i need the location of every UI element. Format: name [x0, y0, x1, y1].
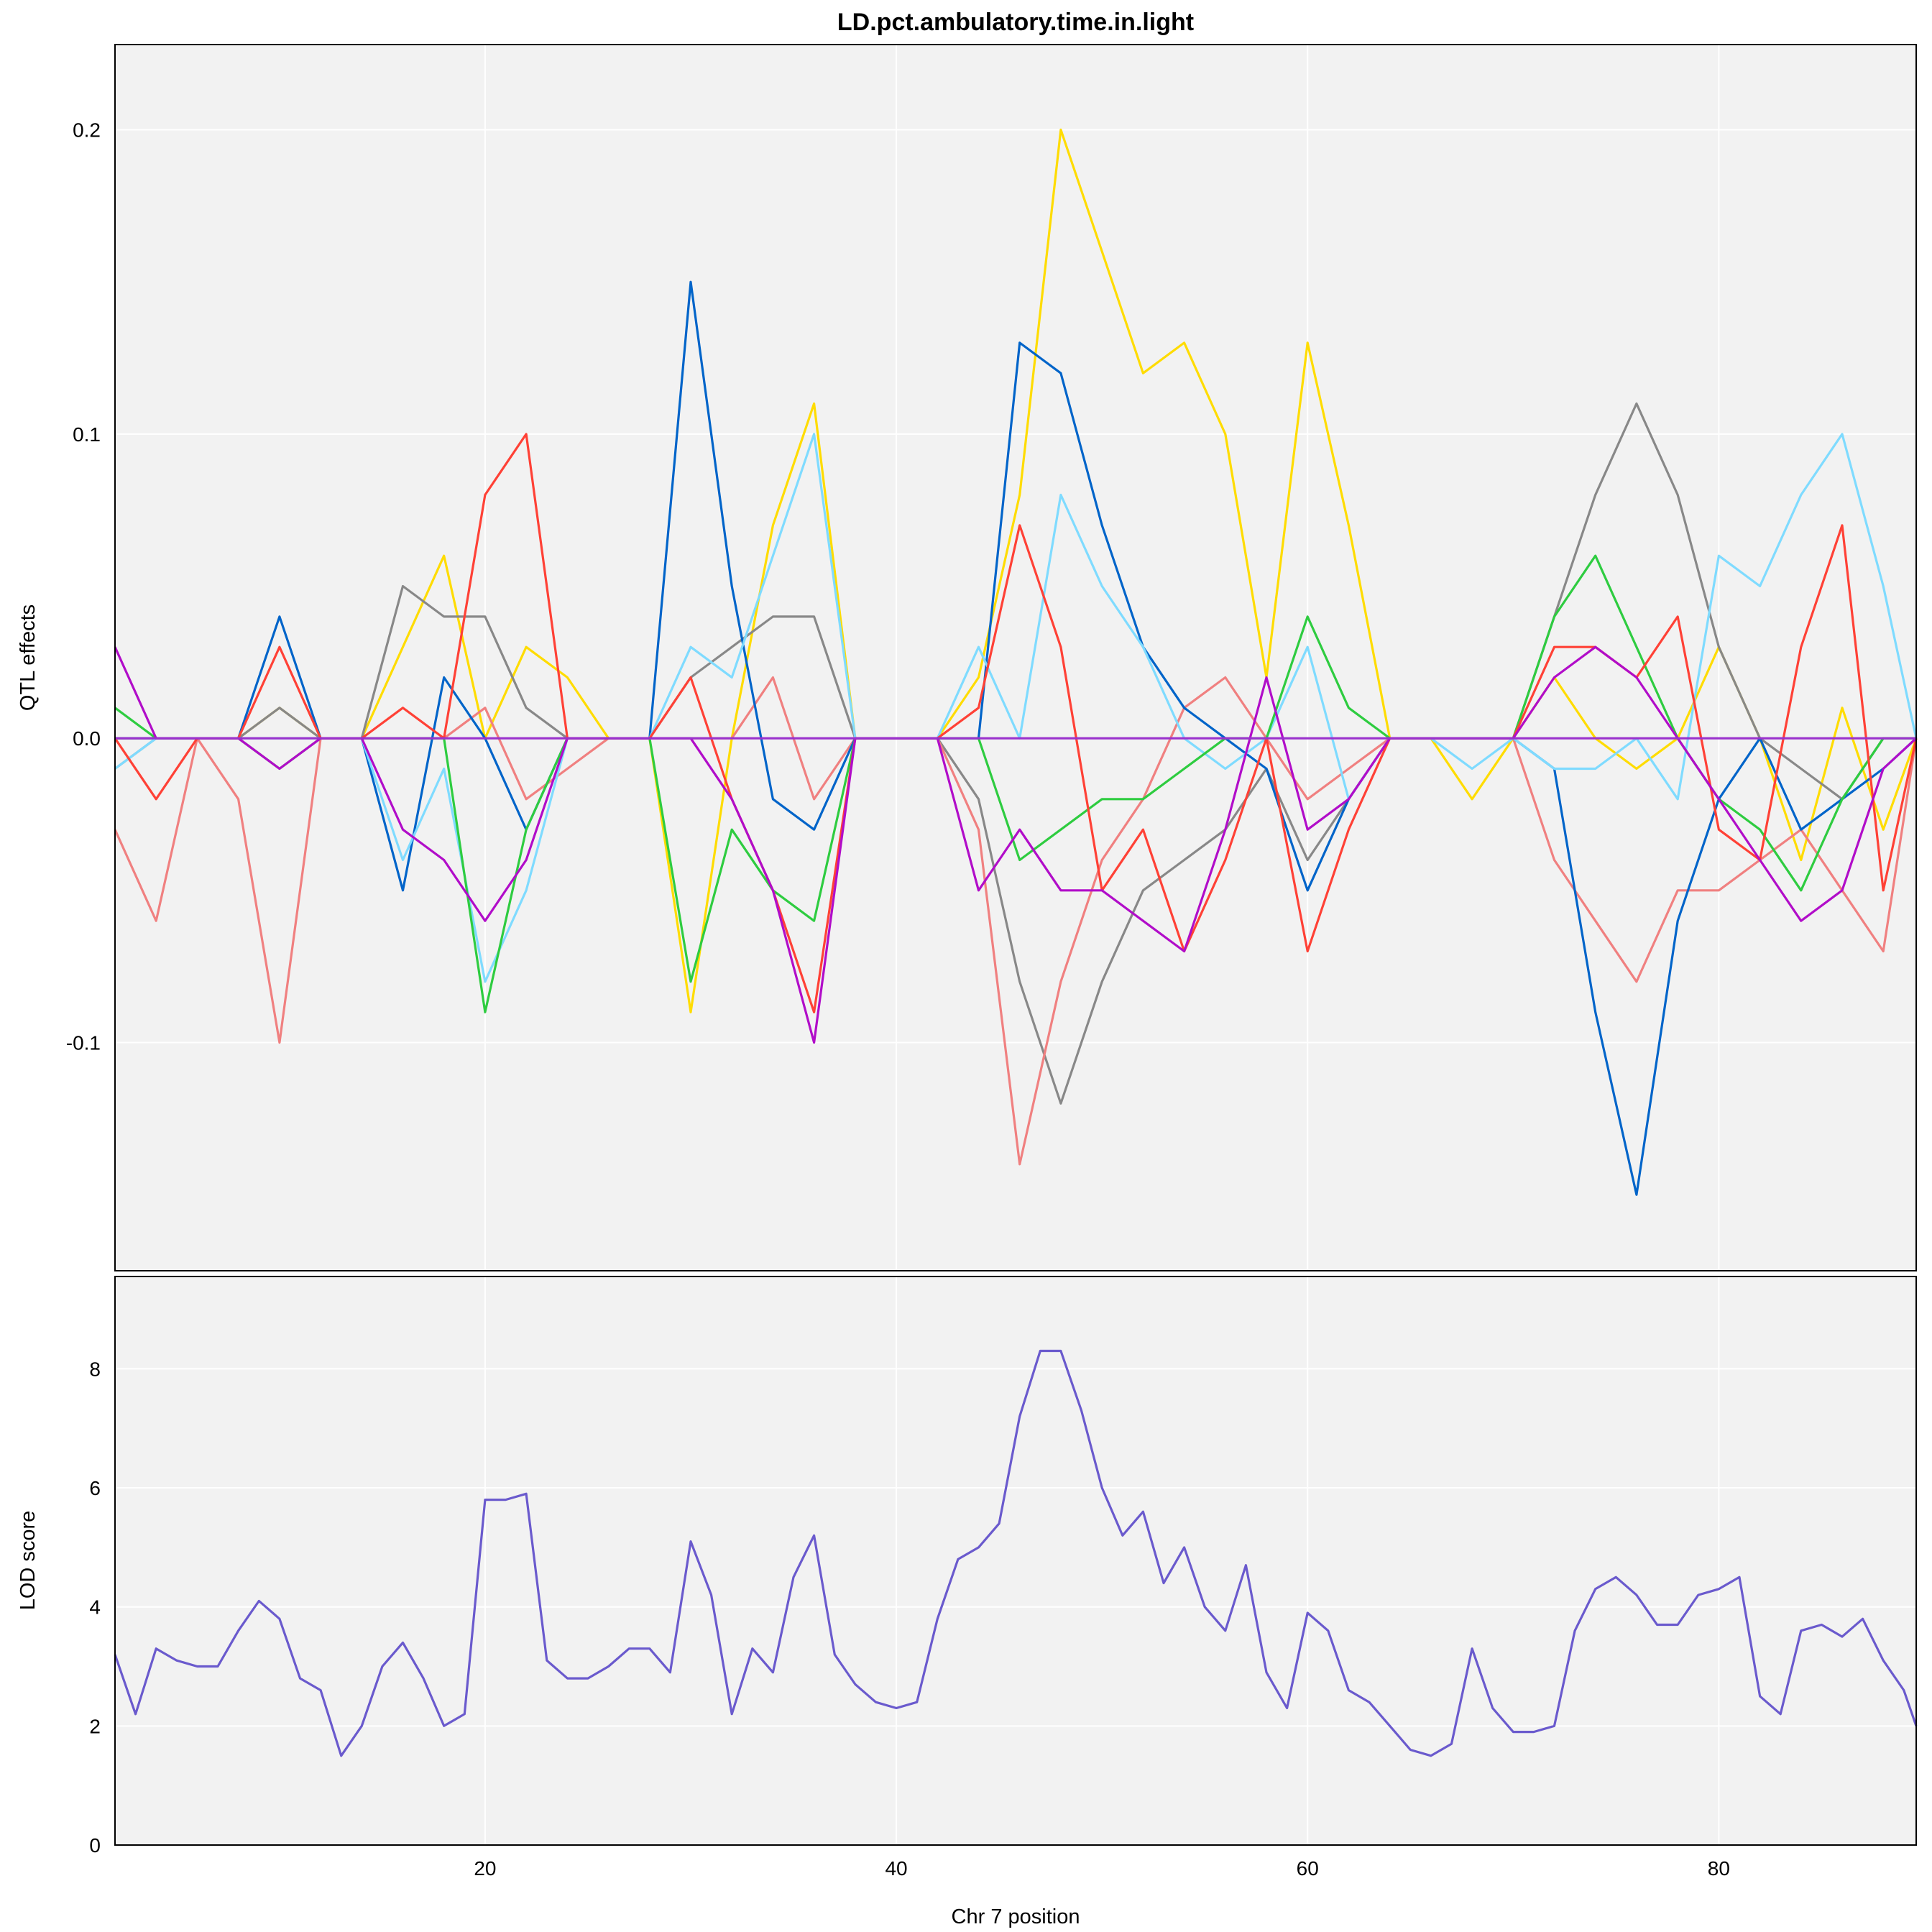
effects-y-ticks: -0.1 0.0 0.1 0.2 [66, 119, 101, 1054]
effects-y-tick-label: 0.2 [73, 119, 101, 142]
x-tick-label: 80 [1708, 1857, 1730, 1880]
lod-y-axis-title: LOD score [17, 1511, 40, 1611]
effects-y-axis-title: QTL effects [17, 604, 40, 711]
x-tick-label: 20 [474, 1857, 496, 1880]
x-axis-title: Chr 7 position [952, 1905, 1080, 1928]
lod-y-tick-label: 6 [89, 1477, 101, 1499]
lod-y-ticks: 0 2 4 6 8 [89, 1358, 101, 1857]
lod-y-tick-label: 2 [89, 1715, 101, 1737]
effects-y-tick-label: 0.0 [73, 727, 101, 750]
effects-series-line-1 [114, 402, 1916, 1105]
effects-panel: -0.1 0.0 0.1 0.2 QTL effects [17, 44, 1918, 1271]
effects-y-tick-label: -0.1 [66, 1032, 101, 1054]
effects-series-line-3 [115, 280, 1918, 1196]
lod-series-group [114, 1349, 1918, 1757]
effects-series-line-0 [115, 128, 1918, 1013]
lod-panel-background [115, 1276, 1916, 1845]
lod-panel-frame [114, 1276, 1917, 1846]
lod-panel: 0 2 4 6 8 20 40 60 80 LOD score Chr 7 position [17, 1276, 1918, 1928]
lod-y-tick-label: 8 [89, 1358, 101, 1380]
effects-panel-frame [114, 44, 1917, 1271]
chart-title: LD.pct.ambulatory.time.in.light [837, 9, 1194, 36]
effects-series-group [114, 128, 1918, 1196]
lod-series-line-0 [114, 1349, 1918, 1757]
effects-panel-background [115, 45, 1916, 1271]
effects-series-line-7 [114, 645, 1918, 1044]
lod-y-tick-label: 4 [89, 1596, 101, 1619]
lod-y-tick-label: 0 [89, 1834, 101, 1857]
effects-y-tick-label: 0.1 [73, 423, 101, 446]
x-tick-label: 40 [885, 1857, 907, 1880]
x-tick-label: 60 [1297, 1857, 1319, 1880]
lod-x-ticks: 20 40 60 80 [474, 1857, 1730, 1880]
